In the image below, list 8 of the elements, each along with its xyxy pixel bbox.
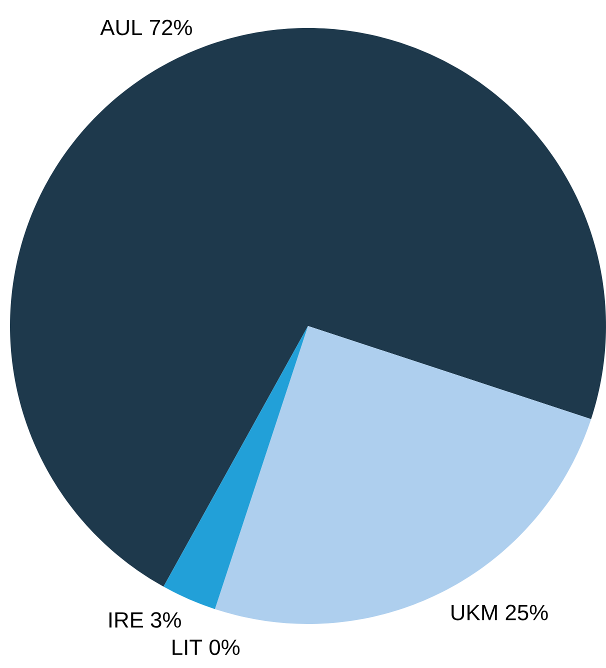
- data-label: 3%: [150, 612, 181, 628]
- slice-label: AUL: [100, 20, 142, 36]
- data-label: 25%: [506, 604, 548, 620]
- slice-label: UKM: [452, 605, 497, 620]
- data-label: 72%: [150, 20, 192, 36]
- category-label: LIT: [172, 640, 202, 655]
- slice-label: IRE: [109, 612, 144, 628]
- text: 0%: [210, 640, 240, 656]
